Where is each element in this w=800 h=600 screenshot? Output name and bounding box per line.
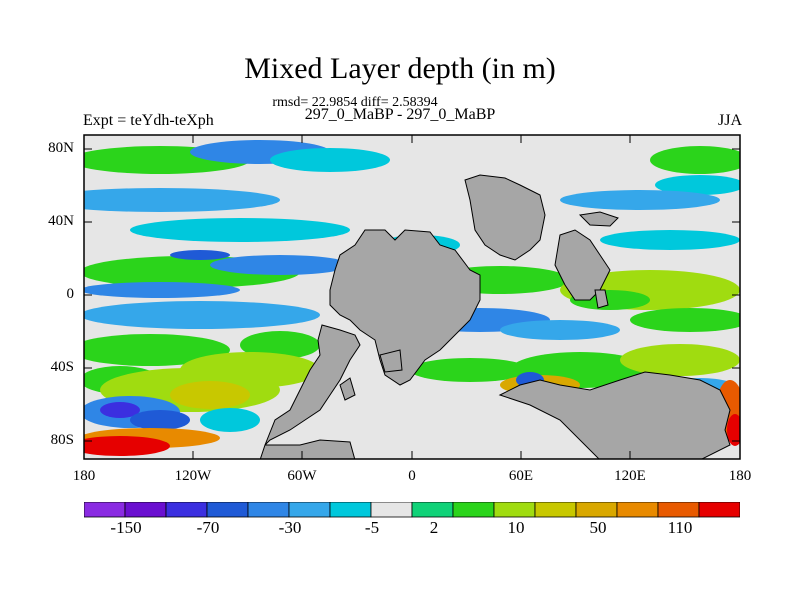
colorbar-swatch — [370, 502, 413, 518]
colorbar-swatch — [534, 502, 577, 518]
colorbar-swatch — [411, 502, 454, 518]
colorbar-swatch — [698, 502, 740, 518]
experiment-label: Expt = teYdh-teXph — [83, 112, 214, 129]
colorbar-label: -70 — [196, 518, 220, 537]
land-mask — [259, 174, 731, 459]
colorbar — [84, 502, 740, 518]
colorbar-swatch — [452, 502, 495, 518]
colorbar-swatch — [247, 502, 290, 518]
lat-tick-label: 40S — [50, 359, 74, 375]
season-label: JJA — [717, 112, 742, 129]
lon-tick-label: 120E — [614, 468, 646, 484]
colorbar-swatch — [288, 502, 331, 518]
colorbar-label: -30 — [278, 518, 302, 537]
colorbar-label: -150 — [110, 518, 142, 537]
stats-line: rmsd= 22.9854 diff= 2.58394 — [272, 95, 438, 110]
colorbar-swatch — [493, 502, 536, 518]
axis-ticks — [83, 135, 741, 459]
lon-tick-label: 0 — [408, 468, 416, 484]
colorbar-swatch — [575, 502, 618, 518]
lat-tick-label: 40N — [48, 213, 74, 229]
colorbar-label: 110 — [667, 518, 693, 537]
anomaly-field — [84, 140, 740, 456]
colorbar-swatch — [329, 502, 372, 518]
lat-tick-label: 80N — [48, 140, 74, 156]
lon-tick-label: 180 — [72, 468, 96, 484]
chart-subtitle: 297_0_MaBP - 297_0_MaBP — [304, 106, 496, 123]
colorbar-label: 10 — [507, 518, 525, 537]
colorbar-swatch — [206, 502, 249, 518]
colorbar-swatch — [657, 502, 700, 518]
colorbar-swatch — [616, 502, 659, 518]
lon-tick-label: 180 — [728, 468, 752, 484]
lat-tick-label: 0 — [66, 286, 75, 302]
colorbar-label: 2 — [429, 518, 439, 537]
chart-title: Mixed Layer depth (in m) — [244, 52, 556, 85]
lon-tick-label: 60E — [508, 468, 534, 484]
colorbar-swatch — [124, 502, 167, 518]
colorbar-swatch — [165, 502, 208, 518]
lon-tick-label: 120W — [174, 468, 212, 484]
colorbar-label: -5 — [364, 518, 380, 537]
colorbar-swatch — [84, 502, 126, 518]
colorbar-label: 50 — [589, 518, 607, 537]
lat-tick-label: 80S — [50, 432, 74, 448]
lon-tick-label: 60W — [287, 468, 317, 484]
